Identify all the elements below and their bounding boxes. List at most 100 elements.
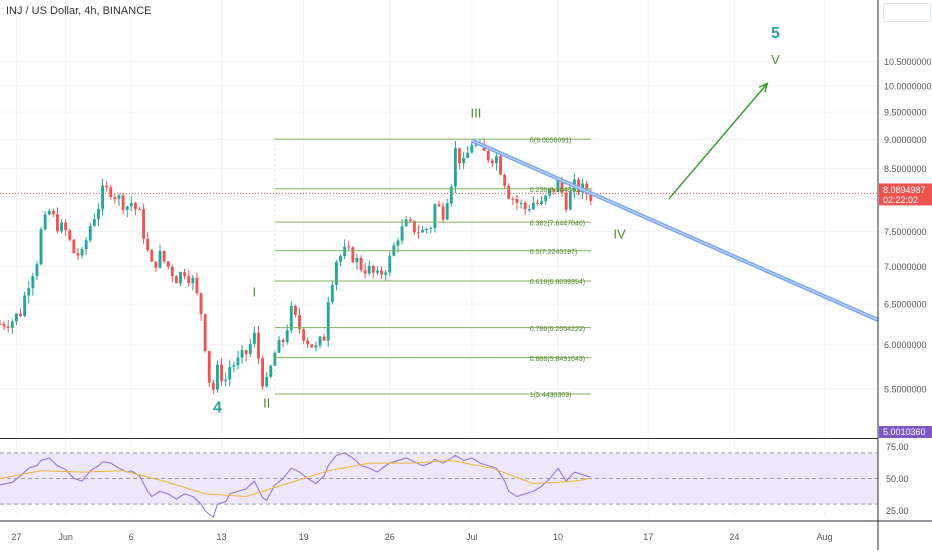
x-tick-label: 26 [385, 532, 395, 542]
y-tick-label: 6.5000000 [884, 300, 927, 310]
candle-body [133, 202, 137, 210]
rsi-tick-label: 25.00 [886, 506, 909, 516]
scale-settings-button[interactable] [883, 3, 931, 22]
candle-body [462, 157, 466, 164]
candle-body [105, 185, 109, 188]
candle-body [421, 230, 425, 233]
rsi-line [0, 452, 591, 518]
y-tick-label: 9.5000000 [884, 108, 927, 118]
candle-body [113, 196, 117, 199]
candle-body [347, 246, 351, 248]
candle-body [470, 145, 474, 153]
candle-body [117, 195, 121, 199]
candle-body [84, 240, 88, 250]
x-tick-label: 10 [553, 532, 563, 542]
y-tick-label: 10.0000000 [884, 82, 932, 92]
candle-body [47, 211, 51, 215]
candle-body [540, 201, 544, 204]
x-tick-label: 27 [11, 532, 21, 542]
candle-body [252, 332, 256, 344]
candle-body [330, 284, 334, 303]
candle-body [429, 227, 433, 229]
candle-body [376, 270, 379, 273]
wave-label: III [471, 105, 482, 120]
fib-level-label: 0.786(6.2054222) [530, 326, 585, 333]
candle-body [466, 152, 470, 158]
candle-body [183, 272, 187, 277]
wave-label: 5 [771, 25, 780, 42]
candle-body [560, 180, 564, 193]
candle-body [548, 188, 552, 196]
candle-body [92, 219, 96, 226]
fib-level-label: 0.618(6.8039354) [530, 279, 585, 286]
candle-body [31, 276, 35, 289]
candle-body [351, 247, 355, 263]
candle-body [211, 382, 215, 390]
candle-body [220, 364, 223, 381]
candle-body [232, 365, 236, 367]
candle-body [371, 265, 375, 273]
candle-body [453, 148, 457, 187]
candle-body [23, 295, 27, 317]
candle-body [35, 264, 39, 277]
candle-body [302, 329, 306, 341]
x-tick-label: Jun [58, 532, 73, 542]
candle-body [27, 288, 31, 296]
arrow-head [758, 82, 769, 93]
x-tick-label: 19 [299, 532, 309, 542]
candle-body [244, 350, 248, 355]
candle-body [433, 204, 437, 228]
candle-body [281, 339, 285, 343]
candle-body [388, 255, 392, 273]
candle-body [437, 204, 441, 207]
candle-body [503, 174, 507, 186]
candle-body [589, 194, 593, 201]
wave-label: IV [613, 227, 626, 242]
x-tick-label: Jul [466, 532, 478, 542]
candle-body [326, 302, 330, 341]
candle-body [14, 313, 18, 322]
y-tick-label: 6.0000000 [884, 340, 927, 350]
candle-body [6, 326, 10, 328]
candle-body [257, 332, 260, 359]
x-tick-label: 13 [217, 532, 227, 542]
candle-body [359, 257, 363, 271]
candle-body [527, 209, 531, 211]
y-tick-label: 5.5000000 [884, 384, 927, 394]
candle-body [515, 198, 519, 203]
y-tick-label: 10.5000000 [884, 57, 932, 67]
candle-body [556, 180, 560, 192]
candle-body [174, 276, 178, 284]
candle-body [449, 186, 453, 204]
candle-body [568, 191, 572, 210]
candle-body [166, 261, 170, 267]
candle-body [486, 150, 490, 161]
candle-body [261, 358, 265, 387]
candle-body [490, 160, 494, 164]
candle-body [224, 379, 228, 381]
candle-body [425, 228, 429, 231]
candle-body [564, 192, 568, 210]
trend-line-inner [471, 140, 879, 321]
candle-body [0, 324, 2, 326]
candle-body [285, 330, 289, 343]
candle-body [265, 376, 269, 387]
bar-countdown: 02:22:02 [883, 195, 918, 205]
candle-body [80, 249, 84, 256]
candle-body [499, 156, 502, 175]
fib-level-label: 0(9.0056091) [530, 137, 572, 144]
fib-retracement[interactable]: 0(9.0056091) 0.236(8.1648405) 0.382(7.6447… [274, 137, 591, 399]
candle-body [339, 256, 342, 262]
candle-body [511, 198, 515, 200]
candle-body [404, 219, 408, 227]
candle-body [441, 206, 445, 220]
candle-body [19, 313, 22, 317]
candle-body [64, 222, 68, 231]
grid [0, 0, 878, 517]
candle-body [322, 336, 326, 341]
candle-body [43, 214, 47, 230]
